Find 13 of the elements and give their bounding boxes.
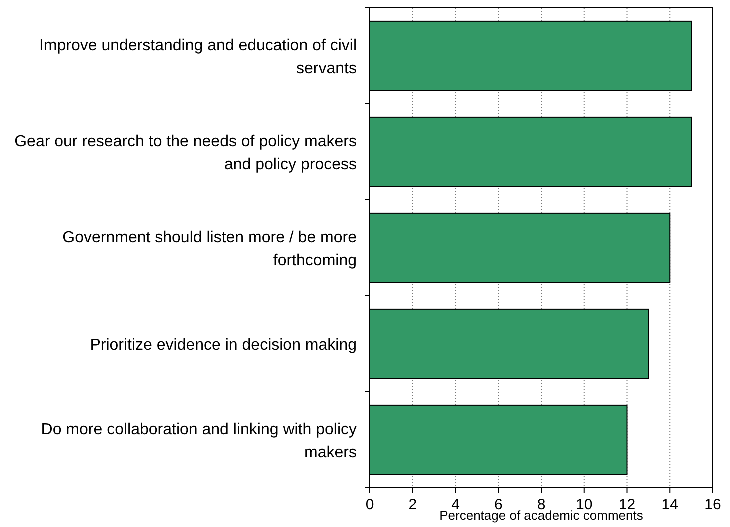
- x-tick-label: 14: [662, 496, 678, 514]
- x-tick-label: 2: [408, 496, 418, 514]
- y-tick-label: Do more collaboration and linking with policy makers: [41, 422, 357, 462]
- y-tick-label: Improve understanding and education of civil servants: [39, 38, 357, 78]
- x-tick-label: 16: [704, 496, 722, 514]
- y-tick-label: Prioritize evidence in decision making: [90, 337, 357, 354]
- x-tick-label: 6: [494, 496, 503, 514]
- x-tick-label: 4: [452, 496, 460, 514]
- y-tick-label: Gear our research to the needs of policy makers and policy process: [14, 134, 357, 174]
- y-tick-label: Government should listen more / be more forthcoming: [62, 230, 358, 270]
- x-tick-label: 10: [576, 496, 593, 514]
- x-tick-label: 0: [366, 496, 374, 514]
- x-tick-label: 8: [537, 496, 546, 514]
